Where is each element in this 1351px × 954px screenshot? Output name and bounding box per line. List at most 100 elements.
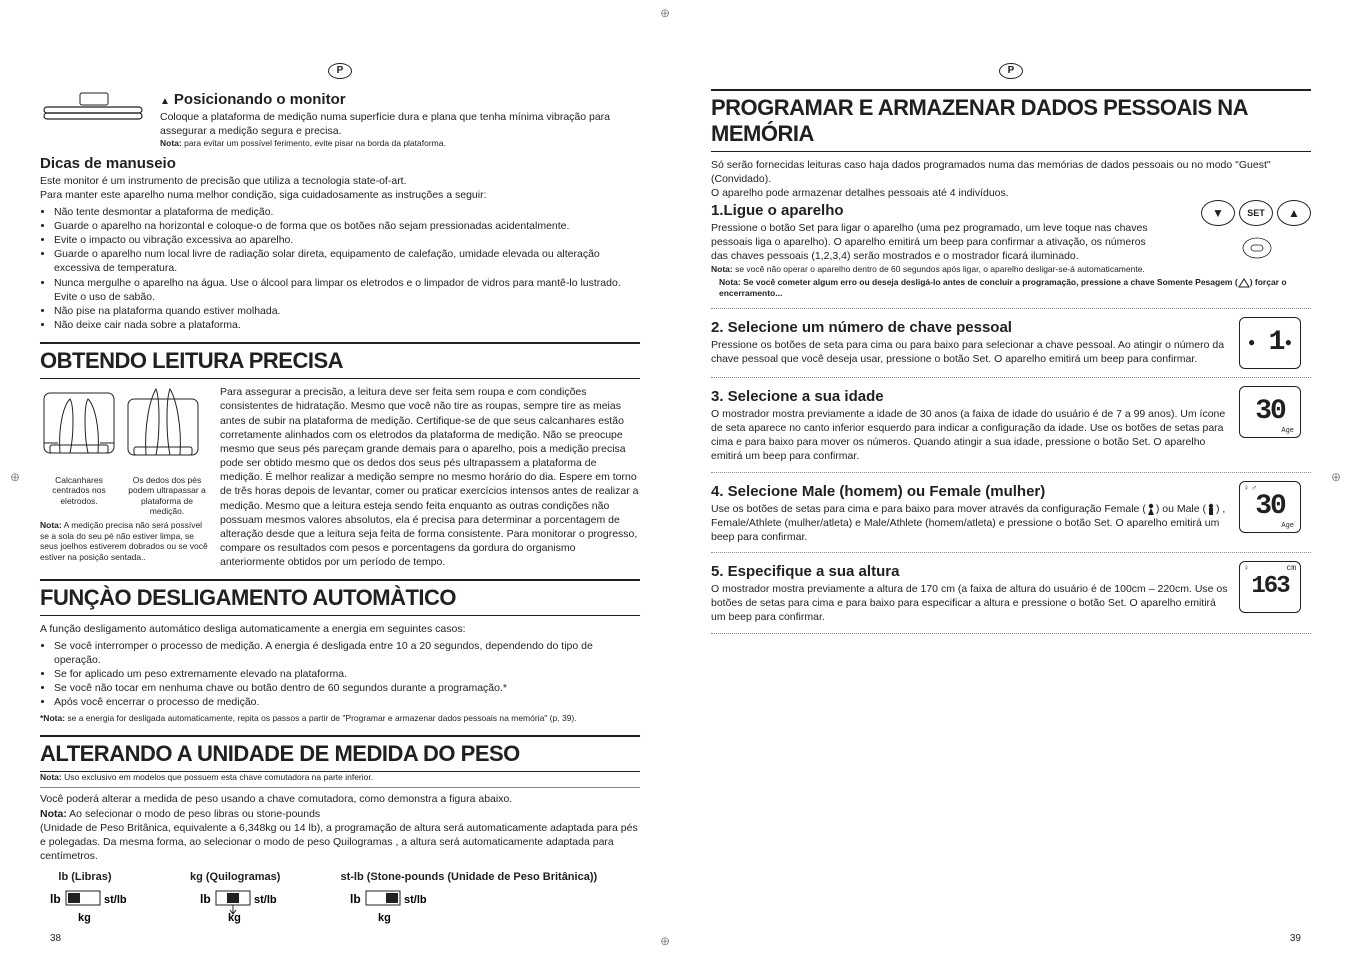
step2-body: Pressione os botões de seta para cima ou… (711, 338, 1229, 366)
foot-heel-figure: Calcanhares centrados nos eletrodos. (40, 385, 118, 516)
step3-body: O mostrador mostra previamente a idade d… (711, 407, 1229, 464)
svg-text:kg: kg (378, 912, 391, 924)
list-item: Não tente desmontar a plataforma de medi… (54, 205, 640, 219)
step4-body: Use os botões de setas para cima e para … (711, 502, 1229, 545)
svg-text:lb: lb (200, 892, 211, 906)
autooff-list: Se você interromper o processo de mediçã… (40, 639, 640, 710)
step4-lcd: ♀♂ 30 Age (1239, 481, 1311, 545)
note-label: Nota: (40, 520, 62, 530)
list-item: Após você encerrar o processo de medição… (54, 695, 640, 709)
reading-body: Para assegurar a precisão, a leitura dev… (220, 385, 640, 569)
warning-icon (160, 91, 174, 108)
list-item: Se você interromper o processo de mediçã… (54, 639, 640, 667)
step1-title: 1.Ligue o aparelho (711, 202, 1161, 219)
caption-toes: Os dedos dos pés podem ultrapassar a pla… (124, 475, 210, 516)
program-intro1: Só serão fornecidas leituras caso haja d… (711, 158, 1311, 186)
switch-st-figure: lb st/lb kg (340, 887, 430, 931)
caption-heels: Calcanhares centrados nos eletrodos. (40, 475, 118, 506)
svg-text:st/lb: st/lb (404, 894, 427, 906)
crop-mark: ⊕ (1331, 470, 1341, 484)
switch-kg-figure: lb st/lb kg (190, 887, 280, 931)
crop-mark: ⊕ (660, 6, 670, 20)
list-item: Se você não tocar em nenhuma chave ou bo… (54, 681, 640, 695)
step4-title: 4. Selecione Male (homem) ou Female (mul… (711, 483, 1229, 500)
units-body2: (Unidade de Peso Britânica, equivalente … (40, 821, 640, 864)
step1-buttons-figure: ▼ SET ▲ (1171, 200, 1311, 275)
step1-warn: Nota: Se você cometer algum erro ou dese… (719, 277, 1311, 300)
step2-title: 2. Selecione um número de chave pessoal (711, 319, 1229, 336)
platform-drawing (40, 87, 150, 131)
step1-body: Pressione o botão Set para ligar o apare… (711, 221, 1161, 264)
step5-body: O mostrador mostra previamente a altura … (711, 582, 1229, 625)
list-item: Evite o impacto ou vibração excessiva ao… (54, 233, 640, 247)
page-number-left: 38 (50, 933, 61, 944)
units-body1: Você poderá alterar a medida de peso usa… (40, 792, 640, 806)
unit-st: st-lb (Stone-pounds (Unidade de Peso Bri… (340, 871, 597, 931)
female-icon (1146, 503, 1156, 515)
list-item: Não pise na plataforma quando estiver mo… (54, 304, 640, 318)
step3-title: 3. Selecione a sua idade (711, 388, 1229, 405)
note-label: Nota: (40, 808, 67, 820)
svg-text:st/lb: st/lb (254, 894, 277, 906)
positioning-body: Coloque a plataforma de medição numa sup… (160, 110, 640, 138)
language-badge: P (999, 63, 1023, 79)
male-icon (1206, 503, 1216, 515)
units-note1: Uso exclusivo em modelos que possuem est… (62, 772, 373, 782)
positioning-title: Posicionando o monitor (174, 91, 346, 108)
note-text: para evitar um possível ferimento, evite… (182, 138, 446, 148)
page-number-right: 39 (1290, 933, 1301, 944)
footnote-text: se a energia for desligada automaticamen… (65, 713, 577, 723)
page-right: P PROGRAMAR E ARMAZENAR DADOS PESSOAIS N… (711, 60, 1311, 924)
set-button-icon: SET (1239, 200, 1273, 226)
page-left: P Posicionando o monitor Coloque a plata… (40, 60, 640, 924)
tips-list: Não tente desmontar a plataforma de medi… (40, 205, 640, 333)
step2-lcd: ● 1 ● (1239, 317, 1311, 369)
unit-kg-label: kg (Quilogramas) (190, 871, 280, 883)
switch-lb-figure: lb st/lb kg (40, 887, 130, 931)
unit-lb: lb (Libras) lb st/lb kg (40, 871, 130, 931)
svg-text:st/lb: st/lb (104, 894, 127, 906)
crop-mark: ⊕ (660, 934, 670, 948)
list-item: Nunca mergulhe o aparelho na água. Use o… (54, 276, 640, 304)
weigh-only-icon (1238, 278, 1250, 288)
list-item: Não deixe cair nada sobre a plataforma. (54, 318, 640, 332)
svg-text:kg: kg (228, 912, 241, 924)
male-icon: ♂ (1252, 484, 1257, 493)
svg-text:kg: kg (78, 912, 91, 924)
list-item: Guarde o aparelho na horizontal e coloqu… (54, 219, 640, 233)
crop-mark: ⊕ (10, 470, 20, 484)
note-label: Nota: (40, 772, 62, 782)
female-icon: ♀ (1244, 564, 1249, 573)
program-intro2: O aparelho pode armazenar detalhes pesso… (711, 186, 1311, 200)
unit-st-label: st-lb (Stone-pounds (Unidade de Peso Bri… (340, 871, 597, 883)
unit-cm: cm (1286, 564, 1296, 573)
note-label: Nota: (711, 264, 733, 274)
step5-title: 5. Especifique a sua altura (711, 563, 1229, 580)
reading-note: A medição precisa não será possível se a… (40, 520, 208, 562)
unit-lb-label: lb (Libras) (40, 871, 130, 883)
svg-text:lb: lb (50, 892, 61, 906)
foot-toes-figure: Os dedos dos pés podem ultrapassar a pla… (124, 385, 210, 516)
svg-text:lb: lb (350, 892, 361, 906)
units-note2: Ao selecionar o modo de peso libras ou s… (67, 808, 320, 820)
down-button-icon: ▼ (1201, 200, 1235, 226)
tips-intro1: Este monitor é um instrumento de precisã… (40, 174, 640, 188)
autooff-title: FUNÇÀO DESLIGAMENTO AUTOMÀTICO (40, 579, 640, 616)
step1-note: se você não operar o aparelho dentro de … (733, 264, 1145, 274)
tips-intro2: Para manter este aparelho numa melhor co… (40, 188, 640, 202)
list-item: Guarde o aparelho num local livre de rad… (54, 247, 640, 275)
up-button-icon: ▲ (1277, 200, 1311, 226)
units-title: ALTERANDO A UNIDADE DE MEDIDA DO PESO (40, 735, 640, 772)
language-badge: P (328, 63, 352, 79)
list-item: Se for aplicado um peso extremamente ele… (54, 667, 640, 681)
step3-lcd: 30 Age (1239, 386, 1311, 464)
female-icon: ♀ (1244, 484, 1249, 493)
note-label: Nota: (160, 138, 182, 148)
tips-title: Dicas de manuseio (40, 155, 640, 172)
step5-lcd: ♀ cm 163 (1239, 561, 1311, 625)
program-title: PROGRAMAR E ARMAZENAR DADOS PESSOAIS NA … (711, 89, 1311, 152)
unit-kg: kg (Quilogramas) lb st/lb kg (190, 871, 280, 931)
autooff-intro: A função desligamento automático desliga… (40, 622, 640, 636)
reading-title: OBTENDO LEITURA PRECISA (40, 342, 640, 379)
footnote-label: *Nota: (40, 713, 65, 723)
